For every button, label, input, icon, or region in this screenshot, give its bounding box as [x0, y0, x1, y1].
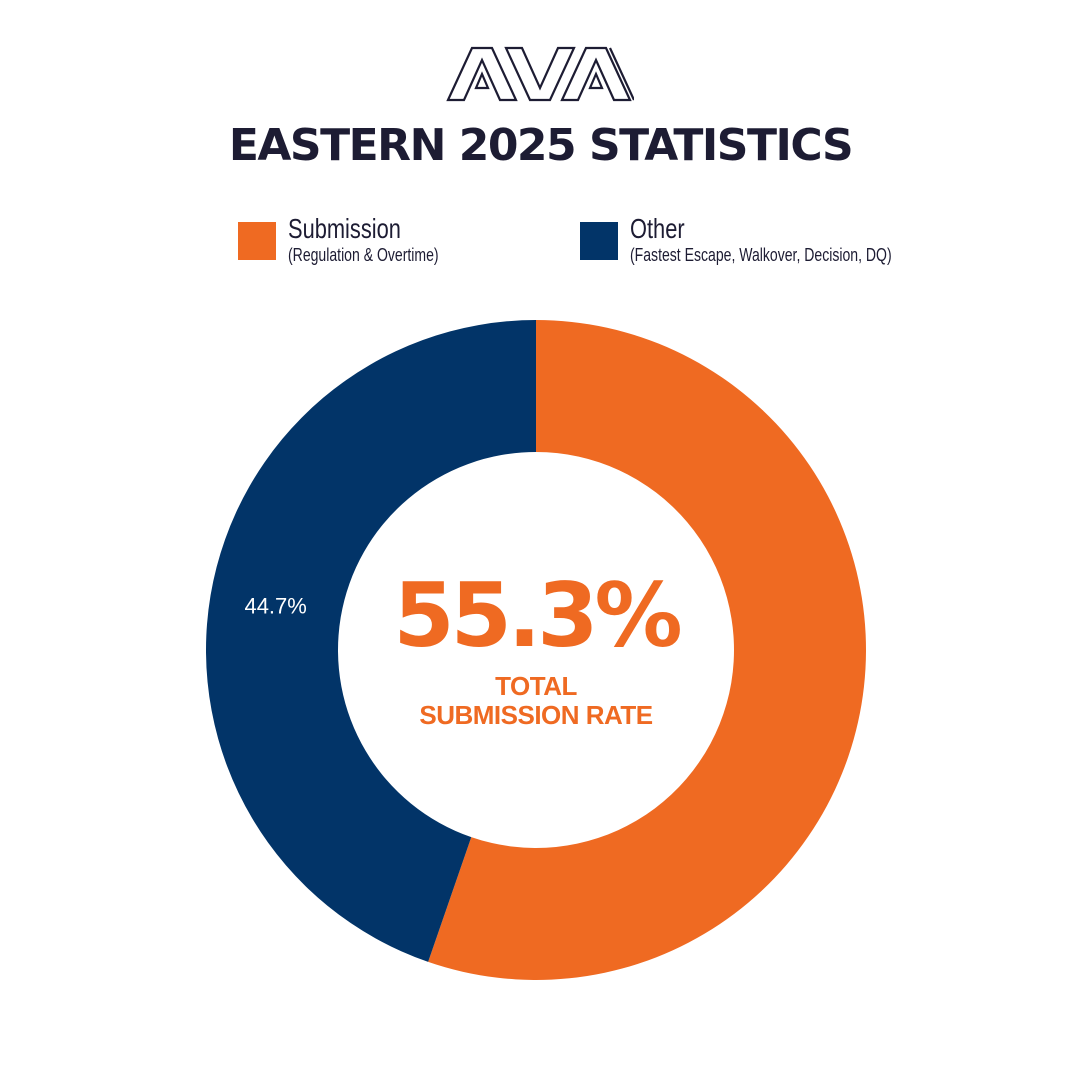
legend-item-other: Other (Fastest Escape, Walkover, Decisio…: [580, 212, 940, 272]
center-label-line1: TOTAL: [495, 671, 577, 701]
center-value: 55.3%: [393, 564, 682, 667]
legend-label-other: Other: [630, 213, 685, 244]
legend-sublabel-submission: (Regulation & Overtime): [288, 245, 439, 265]
legend-label-submission: Submission: [288, 213, 401, 244]
legend-item-submission: Submission (Regulation & Overtime): [238, 212, 538, 272]
center-label: TOTAL SUBMISSION RATE: [340, 672, 732, 730]
center-label-line2: SUBMISSION RATE: [419, 700, 653, 730]
donut-slice-other: [206, 320, 536, 962]
donut-slice-submission: [428, 320, 867, 980]
data-label-other: 44.7%: [244, 594, 306, 619]
chart-title: EASTERN 2025 STATISTICS: [228, 120, 854, 171]
legend-swatch-submission: [238, 222, 276, 260]
ava-logo-icon: [446, 46, 634, 102]
legend-sublabel-other: (Fastest Escape, Walkover, Decision, DQ): [630, 245, 892, 265]
legend-swatch-other: [580, 222, 618, 260]
